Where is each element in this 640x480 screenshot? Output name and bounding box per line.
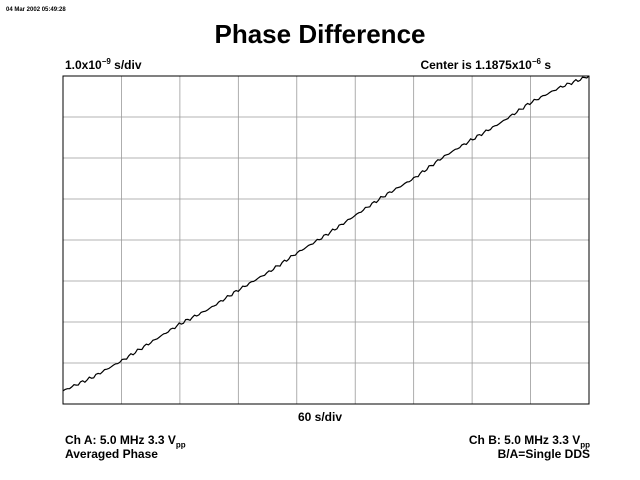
channel-a-mode: Averaged Phase bbox=[65, 447, 158, 461]
channel-b-mode: B/A=Single DDS bbox=[497, 447, 590, 461]
vertical-scale-prefix: 1.0x10 bbox=[65, 58, 102, 72]
vertical-scale-suffix: s/div bbox=[110, 58, 142, 72]
center-suffix: s bbox=[540, 58, 551, 72]
plot-grid bbox=[63, 76, 589, 404]
plot-frame bbox=[62, 75, 590, 405]
vertical-scale-label: 1.0x10−9 s/div bbox=[65, 57, 142, 73]
channel-b-unit-sub: pp bbox=[580, 440, 590, 450]
channel-b-prefix: Ch B: 5.0 MHz 3.3 V bbox=[468, 433, 581, 447]
center-label: Center is 1.1875x10−6 s bbox=[420, 57, 551, 73]
phase-trace bbox=[62, 75, 590, 392]
channel-b-info: Ch B: 5.0 MHz 3.3 Vpp bbox=[468, 433, 590, 450]
channel-a-unit-sub: pp bbox=[175, 440, 186, 450]
chart-title: Phase Difference bbox=[214, 19, 426, 49]
vertical-scale-exponent: −9 bbox=[101, 57, 111, 66]
channel-a-prefix: Ch A: 5.0 MHz 3.3 V bbox=[65, 433, 176, 447]
timestamp: 04 Mar 2002 05:49:28 bbox=[6, 7, 66, 13]
center-exponent: −6 bbox=[531, 57, 541, 66]
channel-a-info: Ch A: 5.0 MHz 3.3 Vpp bbox=[65, 433, 186, 450]
x-scale-label: 60 s/div bbox=[297, 410, 343, 424]
center-prefix: Center is 1.1875x10 bbox=[420, 58, 532, 72]
